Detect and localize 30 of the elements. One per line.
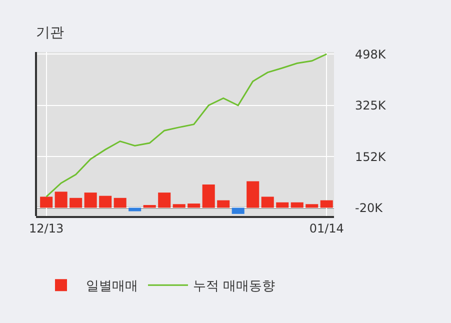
bar: [128, 208, 142, 212]
line-series: [46, 53, 328, 198]
bar: [202, 184, 215, 208]
bar: [114, 198, 126, 208]
bar: [188, 204, 200, 208]
bar: [84, 192, 97, 208]
x-tick-label: 01/14: [309, 221, 344, 236]
bar: [290, 202, 304, 208]
bar: [70, 198, 82, 208]
bar: [217, 200, 230, 208]
bar: [158, 192, 171, 208]
bar: [261, 196, 274, 208]
bar: [143, 205, 156, 208]
bar: [232, 208, 244, 214]
legend-label: 일별매매: [86, 279, 138, 294]
chart-title: 기관: [36, 25, 64, 42]
y-tick-label: 325K: [355, 98, 387, 113]
x-tick-label: 12/13: [29, 221, 64, 236]
bar: [99, 196, 112, 208]
y-tick-label: 152K: [355, 150, 387, 164]
y-tick-label: -20K: [355, 200, 384, 215]
bar: [172, 204, 186, 208]
bar: [276, 202, 289, 208]
legend-label: 누적 매매동향: [193, 279, 276, 294]
bar: [306, 204, 318, 208]
bar: [40, 196, 53, 208]
bar: [246, 181, 260, 208]
bar: [320, 200, 333, 208]
y-tick-label: 498K: [355, 47, 387, 62]
bar: [54, 192, 68, 208]
